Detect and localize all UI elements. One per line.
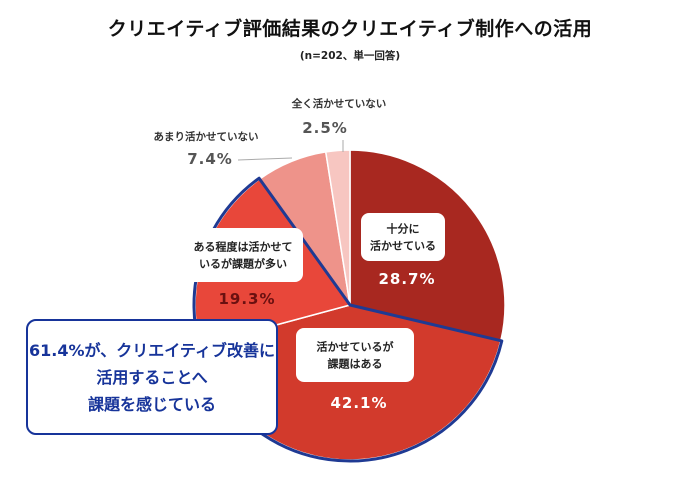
- slice-label: いるが課題が多い: [199, 257, 287, 271]
- callout-line-2: 活用することへ: [96, 367, 208, 387]
- slice-label: 活かせているが: [317, 340, 394, 354]
- slice-label-box: [183, 228, 303, 282]
- slice-label: 活かせている: [370, 239, 436, 253]
- slice-value-label: 28.7%: [378, 270, 435, 288]
- slice-label: ある程度は活かせて: [194, 240, 293, 254]
- slice-value-label: 7.4%: [187, 150, 233, 168]
- callout-line-1: 61.4%が、クリエイティブ改善に: [29, 340, 275, 360]
- slice-label: 十分に: [387, 222, 420, 236]
- slice-value-label: 2.5%: [302, 119, 348, 137]
- chart-title: クリエイティブ評価結果のクリエイティブ制作への活用: [107, 18, 593, 40]
- slice-value-label: 42.1%: [330, 394, 387, 412]
- slice-label-box: [296, 328, 414, 382]
- callout-box: 61.4%が、クリエイティブ改善に 活用することへ 課題を感じている: [26, 319, 278, 435]
- slice-label: 課題はある: [328, 357, 383, 371]
- leader-line: [237, 157, 293, 161]
- slice-label-outside: あまり活かせていない: [154, 130, 259, 143]
- slice-label-box: [361, 213, 445, 261]
- callout-line-3: 課題を感じている: [87, 394, 216, 414]
- slice-value-label: 19.3%: [218, 290, 275, 308]
- slice-label-outside: 全く活かせていない: [291, 97, 387, 110]
- pie-slice: [324, 149, 351, 306]
- chart-subtitle: (n=202、単一回答): [299, 50, 401, 62]
